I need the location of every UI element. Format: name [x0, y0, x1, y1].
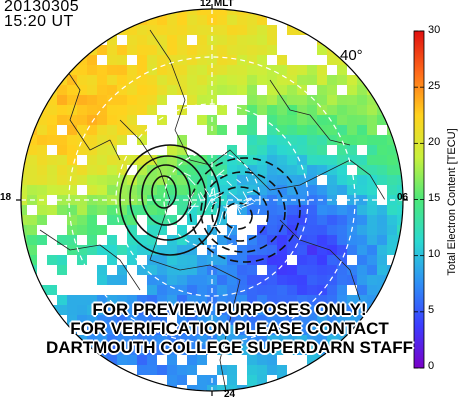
potential-contours	[119, 144, 301, 263]
velocity-vectors	[183, 169, 259, 238]
colorbar-tick-label: 25	[428, 80, 441, 92]
watermark-line: FOR VERIFICATION PLEASE CONTACT	[70, 319, 389, 338]
watermark-line: DARTMOUTH COLLEGE SUPERDARN STAFF	[45, 338, 414, 357]
mlt-label-midnight: 24	[224, 389, 236, 400]
coastlines	[39, 29, 386, 391]
date-label: 20130305	[4, 0, 80, 15]
time-label: 15:20 UT	[4, 13, 74, 30]
colorbar-tick-label: 30	[428, 24, 441, 36]
mlt-label-noon: 12 MLT	[200, 0, 234, 9]
colorbar-tick-label: 20	[428, 136, 441, 148]
mlt-label-dawn: 06	[397, 192, 409, 203]
colorbar-tick-label: 10	[428, 248, 441, 260]
colorbar-tick-label: 0	[428, 360, 435, 372]
mlt-ticks	[16, 4, 408, 396]
preview-watermark: FOR PREVIEW PURPOSES ONLY! FOR VERIFICAT…	[0, 300, 459, 357]
latitude-limit-label: 40°	[340, 47, 363, 64]
watermark-line: FOR PREVIEW PURPOSES ONLY!	[92, 300, 367, 319]
latitude-grid	[21, 9, 403, 391]
colorbar-tick-label: 15	[428, 192, 441, 204]
mlt-label-dusk: 18	[0, 192, 12, 203]
colorbar	[413, 30, 425, 369]
colorbar-title: Total Electron Content [TECU]	[446, 128, 458, 276]
colorbar-tick-label: 5	[428, 304, 435, 316]
